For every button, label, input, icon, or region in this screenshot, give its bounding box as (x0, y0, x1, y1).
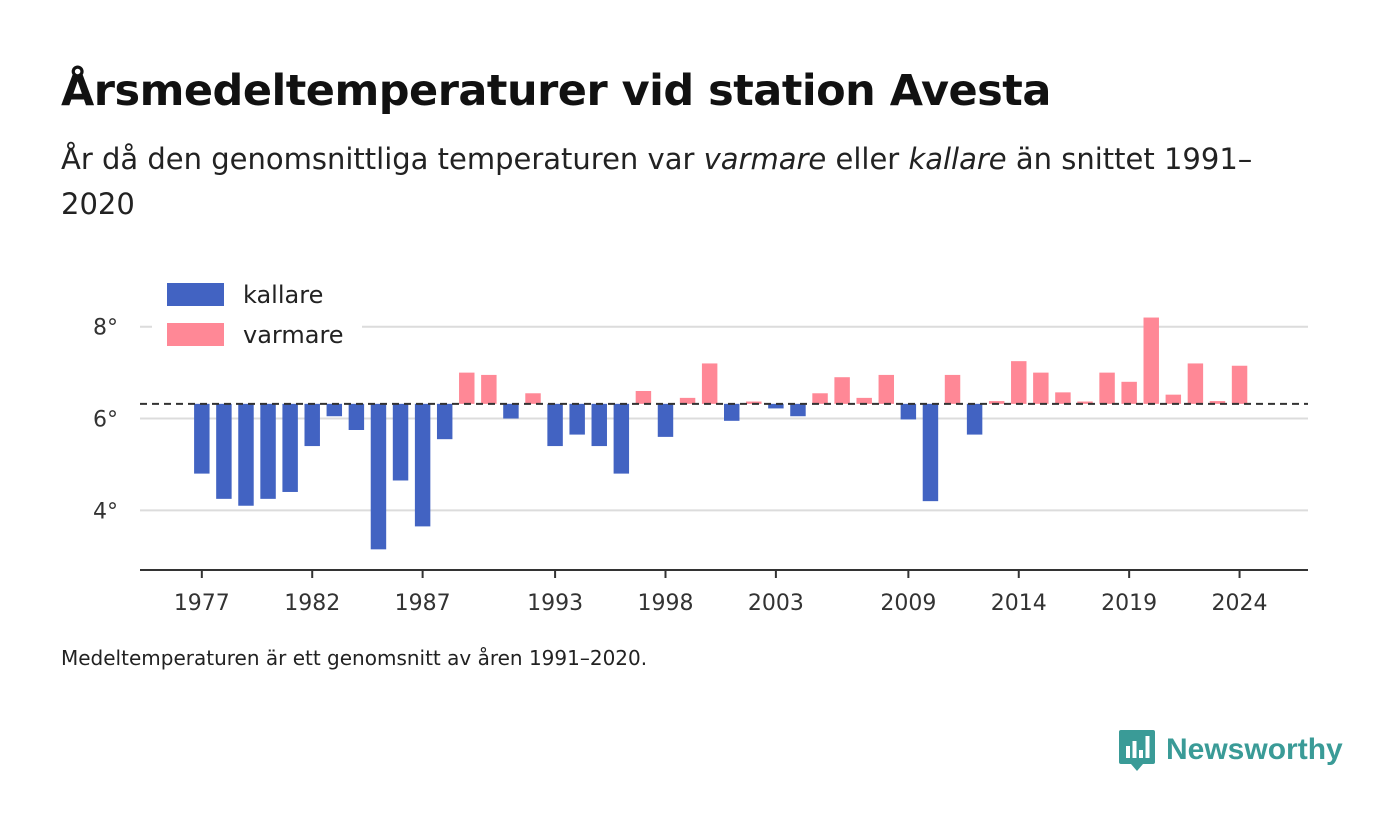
x-tick-label: 2009 (880, 591, 936, 616)
bar-warmer (679, 397, 696, 404)
bar-colder (503, 403, 519, 419)
subtitle-text: År då den genomsnittliga temperaturen va… (61, 142, 704, 176)
legend-swatch (167, 323, 224, 346)
bar-colder (724, 403, 740, 421)
chart-title: Årsmedeltemperaturer vid station Avesta (61, 66, 1051, 116)
bar-colder (348, 403, 365, 430)
bar-colder (216, 403, 232, 499)
bar-colder (304, 403, 320, 447)
bar-warmer (1099, 372, 1115, 404)
x-tick-label: 1998 (637, 591, 693, 616)
bar-colder (392, 403, 409, 481)
bar-warmer (459, 372, 475, 404)
bar-warmer (635, 390, 652, 404)
subtitle-text: eller (826, 142, 909, 176)
bar-colder (768, 403, 784, 409)
bar-warmer (944, 374, 961, 404)
bar-colder (922, 403, 939, 502)
subtitle-warmer-word: varmare (703, 142, 827, 176)
y-tick-label: 8° (93, 316, 118, 341)
x-tick-label: 1993 (527, 591, 583, 616)
x-tick-label: 2019 (1101, 591, 1157, 616)
brand-logo[interactable]: Newsworthy (1118, 728, 1343, 772)
bar-warmer (988, 401, 1005, 404)
bar-warmer (812, 393, 828, 404)
subtitle-text: än snittet 1991–2020 (61, 142, 1253, 221)
bar-warmer (1077, 401, 1093, 404)
x-tick-label: 1987 (395, 591, 451, 616)
bar-colder (547, 403, 563, 447)
bar-warmer (1209, 401, 1226, 404)
bar-colder (238, 403, 254, 506)
bar-colder (370, 403, 387, 550)
bar-colder (966, 403, 983, 435)
subtitle-colder-word: kallare (908, 142, 1007, 176)
bar-colder (282, 403, 298, 492)
bar-chart: 4° 6° 8° 1977 1982 1987 1993 1998 2003 2009 2014 20… (93, 277, 1308, 616)
footnote: Medeltemperaturen är ett genomsnitt av å… (61, 646, 648, 670)
x-tick-label: 2024 (1212, 591, 1268, 616)
bar-warmer (1231, 365, 1248, 404)
newsworthy-chart-bubble-icon (1119, 730, 1155, 771)
x-tick-label: 1982 (284, 591, 340, 616)
bar-colder (591, 403, 607, 447)
x-tick-label: 2003 (748, 591, 804, 616)
legend: kallare varmare (152, 277, 362, 359)
bar-colder (900, 403, 917, 420)
bar-colder (613, 403, 630, 474)
bar-warmer (1121, 381, 1137, 404)
chart-subtitle: År då den genomsnittliga temperaturen va… (61, 137, 1291, 227)
bar-colder (326, 403, 343, 417)
bars (194, 317, 1248, 550)
bar-warmer (1143, 317, 1159, 404)
y-tick-label: 6° (93, 408, 118, 433)
legend-label: kallare (243, 281, 323, 309)
bar-warmer (834, 377, 850, 404)
x-tick-label: 1977 (174, 591, 230, 616)
bar-colder (260, 403, 276, 499)
bar-warmer (1165, 394, 1182, 404)
legend-label: varmare (243, 321, 344, 349)
bar-colder (790, 403, 806, 417)
bar-colder (194, 403, 210, 474)
bar-warmer (1011, 361, 1027, 404)
bar-warmer (701, 363, 718, 404)
brand-name: Newsworthy (1166, 733, 1343, 766)
bar-warmer (878, 374, 895, 404)
x-tick-label: 2014 (991, 591, 1047, 616)
bar-warmer (856, 397, 872, 404)
bar-colder (436, 403, 453, 440)
axes: 4° 6° 8° 1977 1982 1987 1993 1998 2003 2009 2014 20… (93, 316, 1308, 616)
bar-warmer (1055, 392, 1071, 404)
bar-warmer (525, 393, 541, 404)
bar-warmer (481, 374, 497, 404)
bar-colder (414, 403, 431, 527)
bar-warmer (1187, 363, 1204, 404)
y-tick-label: 4° (93, 499, 118, 524)
legend-swatch (167, 283, 224, 306)
bar-colder (657, 403, 674, 437)
bar-colder (569, 403, 585, 435)
bar-warmer (746, 401, 762, 404)
bar-warmer (1033, 372, 1049, 404)
